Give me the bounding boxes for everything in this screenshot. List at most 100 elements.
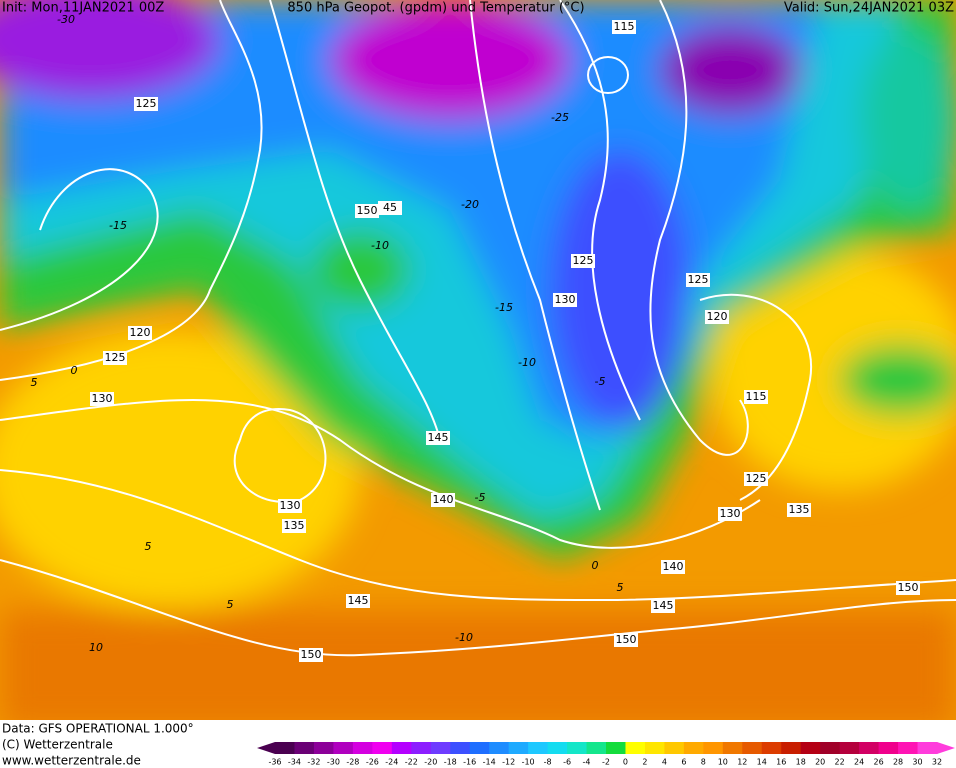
geopotential-label: 115 [614,20,635,33]
scale-label: -12 [502,758,515,767]
temperature-label: 10 [89,641,103,654]
geopotential-label: 135 [284,519,305,532]
geopotential-label: 125 [746,472,767,485]
scale-swatch [781,742,802,754]
geopotential-label: 130 [720,507,741,520]
temperature-label: 5 [617,581,624,594]
scale-swatch [683,742,704,754]
scale-label: 30 [912,758,922,767]
valid-time: Valid: Sun,24JAN2021 03Z [784,1,954,16]
scale-swatch [761,742,782,754]
scale-swatch [275,742,295,754]
geopotential-lines [0,0,956,657]
scale-label: 4 [662,758,667,767]
temperature-label: 0 [71,364,78,377]
scale-label: -8 [544,758,552,767]
scale-label: 16 [776,758,786,767]
scale-label: -20 [424,758,437,767]
scale-label: 26 [873,758,883,767]
header: Init: Mon,11JAN2021 00Z 850 hPa Geopot. … [2,1,954,16]
label-box [355,204,379,218]
label-box [128,326,152,340]
scale-arrow-left [257,742,275,754]
scale-label: -24 [385,758,398,767]
temperature-label: 0 [592,559,599,572]
temperature-label: 5 [145,540,152,553]
geopotential-label: 150 [616,633,637,646]
geopotential-label: 145 [348,594,369,607]
scale-swatch [878,742,899,754]
scale-swatch [859,742,880,754]
scale-label: -16 [463,758,476,767]
temperature-label: -20 [461,198,479,211]
scale-label: -36 [268,758,281,767]
scale-swatch [430,742,451,754]
contour-labels: 115 125 150 45 125 130 125 120 120 125 130 115 145 14… [31,13,920,662]
temperature-label: -15 [495,301,513,314]
scale-label: -2 [602,758,610,767]
label-box [299,648,323,662]
label-box [90,392,114,406]
geopotential-label: 120 [130,326,151,339]
scale-swatch [800,742,821,754]
label-box [378,201,402,215]
geopotential-label: 130 [92,392,113,405]
scale-label: 12 [737,758,747,767]
scale-label: 8 [701,758,706,767]
copyright: (C) Wetterzentrale [2,738,113,752]
temperature-label: -5 [595,375,606,388]
scale-swatch [625,742,646,754]
scale-label: -10 [522,758,535,767]
scale-swatch [839,742,860,754]
scale-label: 18 [796,758,806,767]
geopotential-label: 140 [663,560,684,573]
label-box [431,493,455,507]
geopotential-label: 125 [573,254,594,267]
scale-label: 22 [835,758,845,767]
footer: Data: GFS OPERATIONAL 1.000° (C) Wetterz… [2,722,194,768]
geopotential-label: 125 [688,273,709,286]
geopotential-label: 150 [357,204,378,217]
scale-swatch [722,742,743,754]
label-box [896,581,920,595]
geopotential-label: 130 [280,499,301,512]
label-box [744,390,768,404]
label-box [346,594,370,608]
scale-swatch [820,742,841,754]
label-box [661,560,685,574]
label-box [718,507,742,521]
temperature-label: 5 [227,598,234,611]
website: www.wetterzentrale.de [2,754,141,768]
scale-swatch [372,742,393,754]
label-box [612,20,636,34]
scale-label: 20 [815,758,825,767]
color-scale: -36 -34 -32 -30 -28 -26 -24 -22 -20 -18 -16 -14 -12-… [257,742,955,767]
geopotential-label: 115 [746,390,767,403]
scale-swatch [567,742,588,754]
scale-label: -6 [563,758,571,767]
temperature-label: -5 [475,491,486,504]
scale-label: -4 [583,758,591,767]
scale-swatch [313,742,334,754]
scale-label: -14 [483,758,496,767]
init-time: Init: Mon,11JAN2021 00Z [2,1,164,16]
scale-swatch [450,742,471,754]
scale-label: 24 [854,758,864,767]
scale-swatch [586,742,607,754]
scale-swatch [489,742,510,754]
scale-swatch [508,742,529,754]
scale-label: 2 [642,758,647,767]
scale-label: 28 [893,758,903,767]
temperature-label: 5 [31,376,38,389]
scale-label: 14 [757,758,767,767]
geopotential-label: 135 [789,503,810,516]
temperature-label: -10 [371,239,389,252]
scale-swatch [917,742,938,754]
temperature-label: -25 [551,111,569,124]
label-box [282,519,306,533]
scale-label: -26 [366,758,379,767]
scale-swatch [898,742,919,754]
geopotential-label: 140 [433,493,454,506]
scale-label: -18 [444,758,457,767]
